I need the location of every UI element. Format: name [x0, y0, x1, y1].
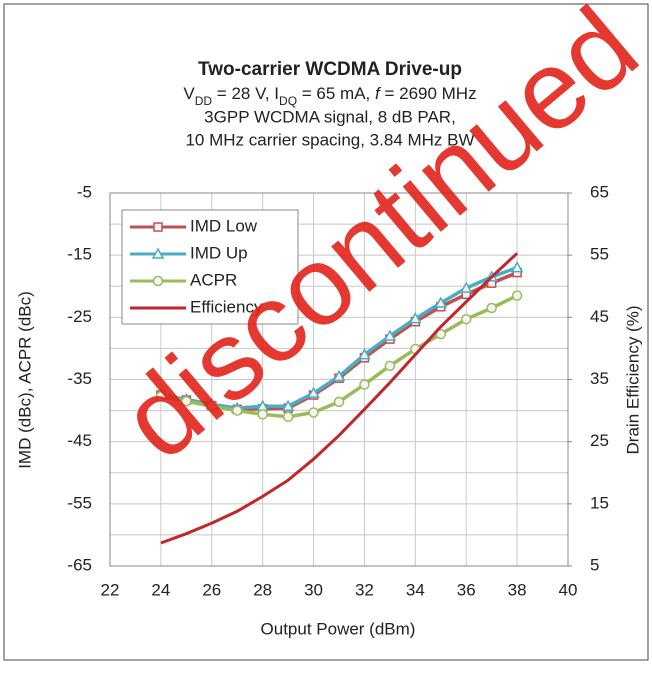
y2-tick-label: 65	[590, 182, 609, 201]
marker	[257, 409, 268, 420]
marker	[384, 360, 396, 372]
y-axis-label: IMD (dBc), ACPR (dBc)	[15, 291, 34, 469]
x-tick-label: 26	[202, 580, 221, 599]
marker	[511, 290, 523, 301]
condition-part: f	[375, 84, 382, 103]
marker	[308, 407, 319, 418]
marker	[510, 261, 524, 273]
marker	[231, 405, 243, 416]
legend-label: Efficiency	[190, 297, 263, 316]
series-line	[160, 252, 519, 545]
y2-tick-label: 15	[590, 493, 609, 512]
x-axis-label: Output Power (dBm)	[261, 619, 416, 638]
marker	[333, 396, 345, 408]
x-tick-label: 38	[508, 580, 527, 599]
marker	[281, 399, 295, 411]
legend-label: ACPR	[190, 270, 237, 289]
marker	[307, 386, 320, 398]
x-tick-label: 22	[101, 580, 120, 599]
marker	[459, 281, 473, 293]
marker	[435, 328, 447, 340]
x-tick-label: 28	[253, 580, 272, 599]
y-tick-label: -45	[67, 431, 92, 450]
chart-subtitle: 3GPP WCDMA signal, 8 dB PAR,	[204, 107, 456, 126]
chart-conditions: VDD = 28 V, IDQ = 65 mA, f = 2690 MHz	[183, 84, 476, 108]
x-tick-label: 32	[355, 580, 374, 599]
marker	[151, 247, 165, 259]
marker	[409, 312, 422, 324]
y2-axis-label: Drain Efficiency (%)	[623, 306, 642, 455]
y-tick-label: -35	[67, 369, 92, 388]
y-tick-label: -5	[77, 182, 92, 201]
marker	[153, 222, 163, 232]
marker	[155, 391, 167, 402]
y-tick-label: -55	[67, 493, 92, 512]
condition-part: = 28 V, I	[212, 84, 279, 103]
marker	[152, 275, 164, 287]
x-tick-label: 36	[457, 580, 476, 599]
y2-tick-label: 25	[590, 431, 609, 450]
x-tick-label: 24	[151, 580, 170, 599]
y2-tick-label: 35	[590, 369, 609, 388]
frame	[3, 3, 649, 661]
marker	[358, 348, 371, 360]
condition-part: DQ	[279, 94, 297, 108]
condition-part: = 2690 MHz	[380, 84, 477, 103]
y-tick-label: -65	[67, 555, 92, 574]
legend-label: IMD Low	[190, 216, 258, 235]
y-tick-label: -25	[67, 307, 92, 326]
y-tick-label: -15	[67, 245, 92, 264]
y2-tick-label: 45	[590, 307, 609, 326]
marker	[383, 329, 397, 341]
condition-part: DD	[195, 94, 213, 108]
marker	[359, 379, 370, 390]
marker	[181, 396, 192, 407]
x-tick-label: 30	[304, 580, 323, 599]
x-tick-label: 40	[559, 580, 578, 599]
y2-tick-label: 55	[590, 245, 609, 264]
condition-part: V	[183, 84, 195, 103]
marker	[206, 400, 218, 412]
marker	[282, 411, 294, 423]
condition-part: = 65 mA,	[297, 84, 375, 103]
legend-label: IMD Up	[190, 243, 248, 262]
chart-subtitle: 10 MHz carrier spacing, 3.84 MHz BW	[185, 130, 474, 149]
x-tick-label: 34	[406, 580, 425, 599]
marker	[486, 302, 497, 314]
marker	[460, 313, 472, 325]
legend-box	[121, 209, 299, 325]
chart-title: Two-carrier WCDMA Drive-up	[198, 59, 462, 80]
y2-tick-label: 5	[590, 555, 599, 574]
marker	[434, 296, 448, 308]
marker	[332, 369, 346, 382]
